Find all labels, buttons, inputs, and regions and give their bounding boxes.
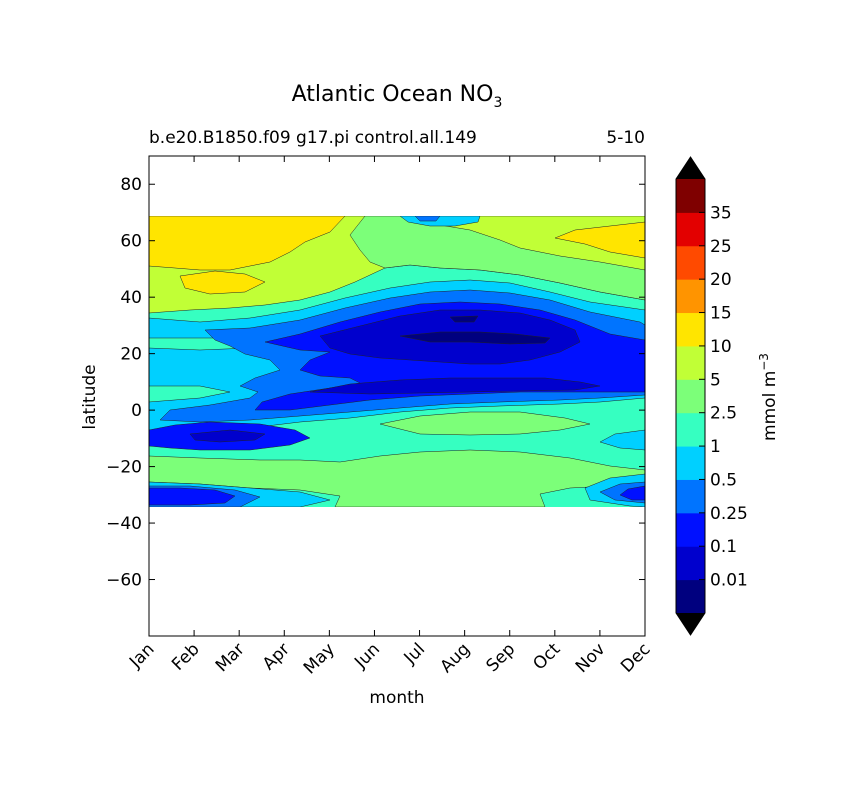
colorbar-tick-label: 0.25 (710, 504, 748, 524)
colorbar-extend-high (676, 157, 705, 179)
x-axis-label: month (369, 688, 424, 708)
heatmap-band-0-01-core-small (449, 315, 479, 323)
colorbar-segment (676, 579, 705, 614)
colorbar-tick-label: 1 (710, 437, 721, 457)
x-tick-label: Mar (212, 639, 249, 676)
y-axis-label: latitude (80, 364, 100, 429)
heatmap-band-east-eq-patch (599, 429, 645, 451)
x-tick-label: Jun (350, 639, 384, 673)
colorbar-segment (676, 312, 705, 347)
colorbar-tick-label: 0.01 (710, 571, 748, 591)
heatmap-band-10-15-west (149, 216, 346, 271)
heatmap-band-10-15-east (554, 221, 645, 259)
colorbar-segment (676, 446, 705, 480)
x-tick-label: Apr (259, 639, 294, 674)
colorbar-segment (676, 245, 705, 280)
colorbar: 0.01 0.1 0.25 0.5 1 2.5 5 10 15 20 25 35 (675, 156, 748, 636)
colorbar-segment (676, 412, 705, 447)
colorbar-label: mmol m−3 (757, 353, 780, 441)
colorbar-segment (676, 179, 705, 213)
heatmap-band-0-01-core (399, 331, 551, 345)
colorbar-segment (676, 479, 705, 514)
y-tick-label: −20 (106, 458, 142, 478)
x-tick-label: Aug (437, 639, 475, 677)
y-tick-label: 0 (131, 401, 142, 421)
colorbar-segment (676, 279, 705, 314)
x-tick-label: Sep (482, 639, 519, 676)
heatmap-band-sw-deepest (149, 487, 236, 506)
y-axis-ticks: 80 60 40 20 0 −20 −40 −60 (106, 175, 645, 591)
colorbar-segment (676, 345, 705, 380)
x-tick-label: Nov (572, 639, 610, 677)
x-tick-label: Dec (617, 639, 654, 676)
y-tick-label: 80 (120, 175, 142, 195)
colorbar-tick-label: 5 (710, 370, 721, 390)
chart-title: Atlantic Ocean NO3 (292, 82, 503, 111)
x-tick-label: Jul (400, 639, 429, 668)
heatmap-band-10-15-west-patch (179, 270, 266, 295)
colorbar-tick-label: 20 (710, 270, 732, 290)
heatmap-band-south-eq-core (189, 429, 266, 443)
colorbar-outline (675, 156, 706, 636)
colorbar-segment (676, 379, 705, 414)
y-tick-label: −60 (106, 571, 142, 591)
colorbar-segment (676, 212, 705, 247)
colorbar-tick-label: 15 (710, 304, 732, 324)
plot-frame (148, 155, 646, 637)
heatmap-band-0-01-0-1-eq (309, 377, 601, 395)
plot-area: Jan Feb Mar Apr May Jun Jul Aug Sep Oct Nov Dec 80 6… (106, 155, 655, 678)
x-tick-label: Oct (529, 639, 564, 674)
colorbar-extend-low (676, 613, 705, 635)
heatmap-band-top-spot-core (414, 216, 441, 222)
x-tick-label: Jan (125, 639, 158, 672)
colorbar-segment (676, 546, 705, 581)
heatmap-band-2-5-eq-lens (379, 411, 591, 436)
y-tick-label: −40 (106, 514, 142, 534)
heatmap-band-2-5-north (349, 216, 645, 301)
colorbar-tick-label: 35 (710, 203, 732, 223)
chart-subtitle-right: 5-10 (606, 128, 645, 148)
chart-subtitle-left: b.e20.B1850.f09 g17.pi control.all.149 (149, 128, 477, 148)
heatmap-band-2-5-south (149, 449, 645, 507)
colorbar-tick-label: 0.1 (710, 537, 737, 557)
colorbar-tick-label: 0.5 (710, 470, 737, 490)
colorbar-tick-label: 10 (710, 337, 732, 357)
x-tick-label: Feb (168, 639, 203, 674)
y-tick-label: 40 (120, 288, 142, 308)
heatmap-field (149, 216, 645, 507)
x-tick-label: May (300, 639, 339, 678)
y-tick-label: 60 (120, 232, 142, 252)
colorbar-tick-label: 2.5 (710, 404, 737, 424)
colorbar-tick-label: 25 (710, 237, 732, 257)
y-tick-label: 20 (120, 345, 142, 365)
colorbar-segment (676, 512, 705, 547)
heatmap-band-se-deepest (619, 485, 645, 501)
